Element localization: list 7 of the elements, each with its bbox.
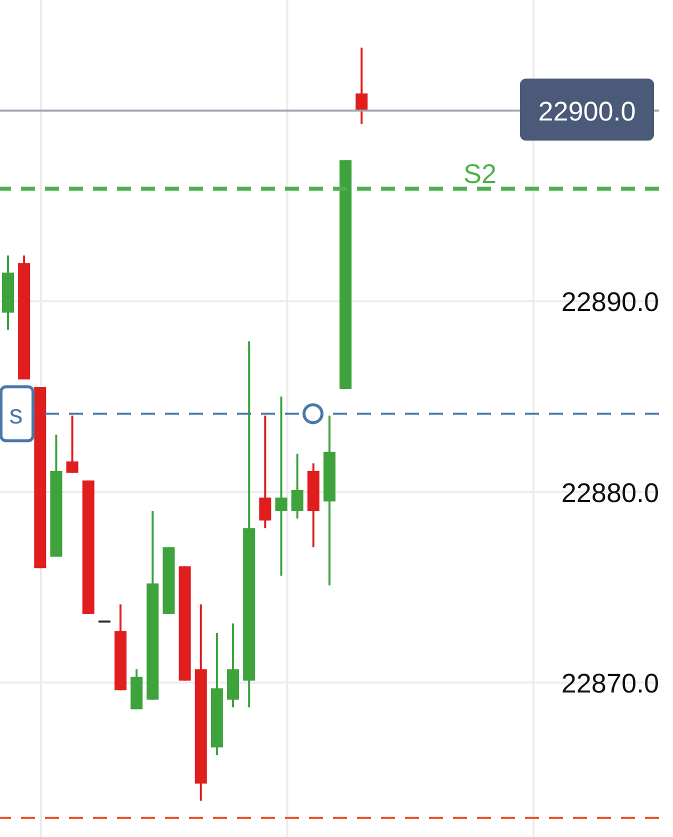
y-tick-label: 22890.0: [561, 287, 659, 318]
ref-line-label: 22900.0: [538, 96, 636, 127]
candlestick: [275, 396, 288, 576]
ref-line-label: S2: [463, 158, 497, 189]
y-tick-label: 22870.0: [561, 668, 659, 699]
y-tick-label: 22880.0: [561, 478, 659, 508]
ref-line-label: s: [9, 400, 23, 430]
